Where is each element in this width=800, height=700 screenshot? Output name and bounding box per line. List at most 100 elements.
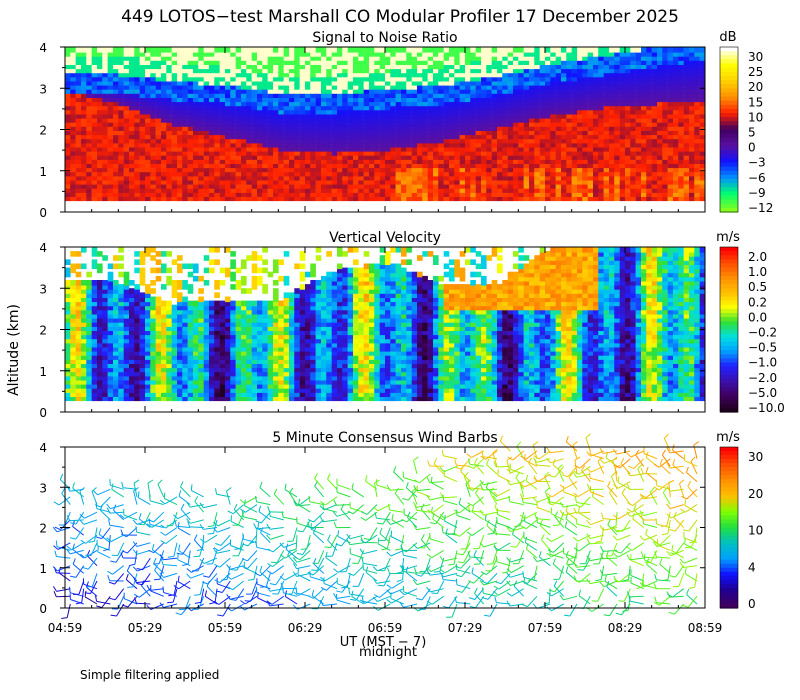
heatmap-cell xyxy=(75,300,82,307)
heatmap-cell xyxy=(379,100,386,107)
heatmap-cell xyxy=(459,158,466,164)
heatmap-cell xyxy=(75,67,82,74)
heatmap-cell xyxy=(635,63,642,70)
colorbar-label: −3 xyxy=(748,156,766,170)
heatmap-cell xyxy=(379,158,386,164)
heatmap-cell xyxy=(566,129,572,136)
heatmap-cell xyxy=(235,71,242,78)
heatmap-cell xyxy=(113,47,119,53)
heatmap-cell xyxy=(347,141,354,148)
heatmap-cell xyxy=(486,179,492,185)
heatmap-cell xyxy=(155,88,162,94)
heatmap-cell xyxy=(443,125,450,131)
heatmap-cell xyxy=(689,80,695,86)
heatmap-cell xyxy=(267,108,274,115)
heatmap-cell xyxy=(566,47,572,53)
heatmap-cell xyxy=(321,195,327,202)
heatmap-cell xyxy=(545,63,551,70)
heatmap-cell xyxy=(230,183,236,189)
heatmap-cell xyxy=(502,133,508,140)
heatmap-cell xyxy=(502,162,508,169)
heatmap-cell xyxy=(257,166,263,173)
heatmap-cell xyxy=(502,191,508,197)
heatmap-cell xyxy=(614,100,620,107)
x-axis-label: UT (MST − 7) xyxy=(340,635,427,650)
heatmap-cell xyxy=(278,146,284,152)
heatmap-cell xyxy=(475,100,482,107)
heatmap-cell xyxy=(571,80,578,86)
heatmap-cell xyxy=(598,125,604,131)
heatmap-cell xyxy=(523,166,530,173)
heatmap-cell xyxy=(550,121,556,127)
heatmap-cell xyxy=(555,96,562,103)
heatmap-cell xyxy=(187,92,194,98)
heatmap-cell xyxy=(347,183,354,189)
heatmap-cell xyxy=(571,59,578,65)
heatmap-cell xyxy=(129,129,135,136)
heatmap-cell xyxy=(129,354,135,360)
heatmap-cell xyxy=(625,100,631,107)
heatmap-cell xyxy=(70,84,76,90)
heatmap-cell xyxy=(123,195,130,202)
heatmap-cell xyxy=(289,75,295,82)
heatmap-cell xyxy=(646,51,652,57)
heatmap-cell xyxy=(193,92,199,98)
heatmap-cell xyxy=(65,284,71,290)
heatmap-cell xyxy=(161,158,167,164)
heatmap-cell xyxy=(673,187,679,193)
heatmap-cell xyxy=(305,100,311,107)
heatmap-cell xyxy=(443,51,450,57)
heatmap-cell xyxy=(358,100,364,107)
heatmap-cell xyxy=(523,158,530,164)
heatmap-cell xyxy=(491,59,498,65)
heatmap-cell xyxy=(326,88,332,94)
heatmap-cell xyxy=(81,341,87,348)
heatmap-cell xyxy=(230,195,236,202)
heatmap-cell xyxy=(91,113,98,119)
heatmap-cell xyxy=(699,84,706,90)
heatmap-cell xyxy=(273,92,279,98)
heatmap-cell xyxy=(155,71,162,78)
heatmap-cell xyxy=(219,117,226,123)
heatmap-cell xyxy=(486,88,492,94)
heatmap-cell xyxy=(566,158,572,164)
heatmap-cell xyxy=(385,179,391,185)
heatmap-cell xyxy=(123,346,130,352)
heatmap-cell xyxy=(123,100,130,107)
heatmap-cell xyxy=(481,187,487,193)
heatmap-cell xyxy=(75,350,82,356)
heatmap-cell xyxy=(502,141,508,148)
heatmap-cell xyxy=(667,183,674,189)
colorbar-segment xyxy=(720,174,738,180)
heatmap-cell xyxy=(81,387,87,393)
heatmap-cell xyxy=(587,117,594,123)
heatmap-cell xyxy=(315,51,322,57)
heatmap-cell xyxy=(86,341,92,348)
heatmap-cell xyxy=(161,187,167,193)
heatmap-cell xyxy=(75,137,82,144)
heatmap-cell xyxy=(70,63,76,70)
heatmap-cell xyxy=(513,125,519,131)
heatmap-cell xyxy=(529,108,535,115)
heatmap-cell xyxy=(459,67,466,74)
heatmap-cell xyxy=(155,191,162,197)
heatmap-cell xyxy=(454,125,460,131)
heatmap-cell xyxy=(545,195,551,202)
heatmap-cell xyxy=(257,121,263,127)
heatmap-cell xyxy=(401,121,407,127)
heatmap-cell xyxy=(390,108,396,115)
heatmap-cell xyxy=(155,75,162,82)
heatmap-cell xyxy=(267,100,274,107)
heatmap-cell xyxy=(107,183,114,189)
heatmap-cell xyxy=(545,47,551,53)
heatmap-cell xyxy=(534,191,540,197)
heatmap-cell xyxy=(609,108,615,115)
heatmap-cell xyxy=(555,67,562,74)
heatmap-cell xyxy=(523,183,530,189)
heatmap-cell xyxy=(321,187,327,193)
heatmap-cell xyxy=(118,387,124,393)
heatmap-cell xyxy=(70,313,76,319)
heatmap-cell xyxy=(155,133,162,140)
heatmap-cell xyxy=(310,96,316,103)
heatmap-cell xyxy=(390,179,396,185)
